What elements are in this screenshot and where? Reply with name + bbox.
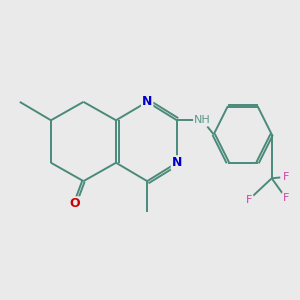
Text: N: N	[142, 95, 152, 108]
Text: F: F	[283, 172, 289, 182]
Text: NH: NH	[194, 115, 211, 125]
Text: F: F	[283, 193, 289, 203]
Text: O: O	[70, 197, 80, 210]
Text: F: F	[246, 194, 252, 205]
Text: N: N	[172, 156, 182, 169]
